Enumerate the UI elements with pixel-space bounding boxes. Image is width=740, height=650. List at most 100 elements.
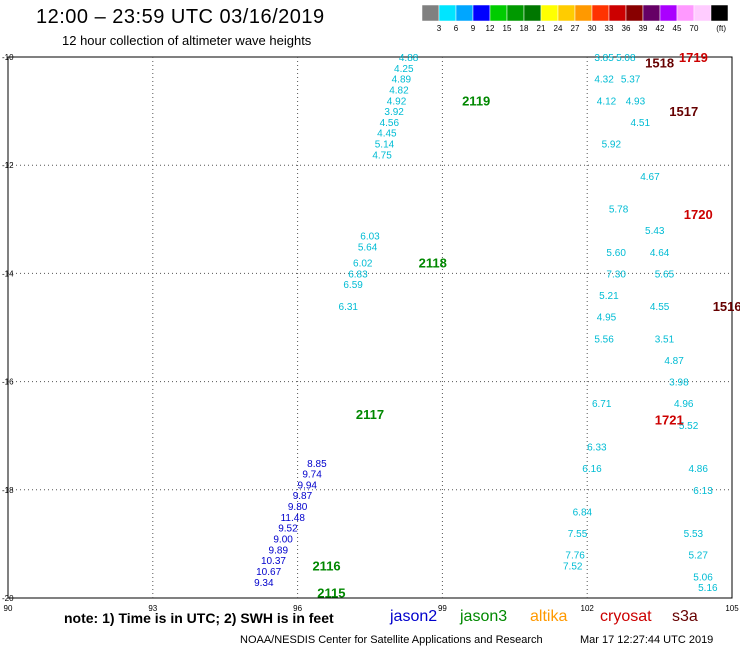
wave-height-value: 6.84 [573,507,593,518]
wave-height-value: 4.64 [650,248,670,259]
wave-height-value: 4.88 [399,53,419,64]
scale-swatch [455,4,474,22]
scale-tick-label: 24 [554,24,563,33]
x-tick-label: 96 [293,604,302,613]
wave-height-value: 4.32 [594,75,614,86]
wave-height-value: 7.76 [565,551,585,562]
wave-height-value: 6.71 [592,399,612,410]
plot-frame [7,56,733,599]
wave-height-value: 5.56 [594,334,614,345]
wave-height-value: 5.06 [693,572,713,583]
scale-tick-label: 33 [605,24,614,33]
wave-height-value: 5.60 [606,248,626,259]
sat-label-altika: altika [530,608,568,625]
wave-height-value: 9.87 [293,491,313,502]
pass-number-label: 1720 [684,207,713,222]
x-tick-label: 90 [4,604,13,613]
wave-height-value: 9.80 [288,502,308,513]
wave-height-value: 3.51 [655,334,675,345]
pass-number-label: 2115 [317,586,345,601]
wave-height-value: 5.53 [684,529,704,540]
scale-swatch [574,4,593,22]
sat-label-jason3: jason3 [460,608,508,625]
wave-height-value: 3.92 [384,107,404,118]
timestamp: Mar 17 12:27:44 UTC 2019 [580,634,714,646]
scale-swatch [489,4,508,22]
wave-height-value: 5.16 [698,583,718,594]
wave-height-value: 4.75 [372,150,392,161]
wave-height-value: 9.52 [278,524,298,535]
wave-height-value: 5.65 [655,269,675,280]
wave-height-value: 6.03 [360,232,380,243]
pass-number-label: 1721 [655,412,684,427]
footnote: note: 1) Time is in UTC; 2) SWH is in fe… [64,610,334,626]
wave-height-value: 4.86 [688,464,708,475]
wave-height-value: 9.89 [269,545,289,556]
y-tick-label: -18 [2,486,14,495]
scale-swatch [557,4,576,22]
wave-height-value: 6.83 [348,269,368,280]
wave-height-value: 6.59 [343,280,363,291]
wave-height-value: 6.16 [582,464,602,475]
y-tick-label: -16 [2,378,14,387]
scale-swatch [506,4,525,22]
wave-height-value: 4.45 [377,129,397,140]
wave-height-value: 5.64 [358,242,378,253]
scale-swatch [540,4,559,22]
wave-height-value: 9.74 [302,470,322,481]
wave-height-value: 7.52 [563,562,583,573]
scale-swatch [591,4,610,22]
page-title: 12:00 – 23:59 UTC 03/16/2019 [36,6,325,28]
wave-height-value: 3.85 [594,53,614,64]
scale-tick-label: 21 [537,24,546,33]
wave-height-value: 5.27 [688,551,708,562]
scale-swatch [659,4,678,22]
x-tick-label: 99 [438,604,447,613]
scale-tick-label: 12 [486,24,495,33]
scale-swatch [625,4,644,22]
wave-height-value: 4.67 [640,172,660,183]
wave-height-value: 5.37 [621,75,641,86]
wave-height-value: 4.89 [392,75,412,86]
scale-tick-label: 42 [656,24,665,33]
scale-tick-label: 18 [520,24,529,33]
wave-height-value: 11.48 [281,513,306,524]
sat-label-jason2: jason2 [390,608,438,625]
wave-height-value: 4.87 [664,356,684,367]
wave-height-value: 4.92 [387,96,407,107]
wave-height-value: 5.92 [602,140,622,151]
wave-height-value: 5.14 [375,140,395,151]
y-tick-label: -12 [2,161,14,170]
wave-height-value: 5.08 [616,53,636,64]
x-tick-label: 105 [725,604,739,613]
page-subtitle: 12 hour collection of altimeter wave hei… [62,33,312,48]
sat-label-cryosat: cryosat [600,608,652,625]
credit: NOAA/NESDIS Center for Satellite Applica… [240,634,543,646]
wave-height-value: 4.56 [380,118,400,129]
scale-tick-label: 30 [588,24,597,33]
wave-height-value: 4.25 [394,64,414,75]
wave-height-value: 4.12 [597,96,617,107]
scale-tick-label: 6 [454,24,459,33]
y-tick-label: -14 [2,269,14,278]
scale-tick-label: 3 [437,24,442,33]
scale-swatch [642,4,661,22]
sat-label-s3a: s3a [672,608,698,625]
x-tick-label: 102 [581,604,595,613]
pass-number-label: 2119 [462,93,490,108]
wave-height-value: 9.34 [254,578,274,589]
scale-tick-label: 45 [673,24,682,33]
pass-number-label: 1516 [713,299,740,314]
wave-height-value: 4.55 [650,302,670,313]
pass-number-label: 1518 [645,55,674,70]
scale-swatch [421,4,440,22]
wave-height-value: 4.93 [626,96,646,107]
wave-height-value: 6.31 [339,302,359,313]
wave-height-value: 4.82 [389,85,409,96]
scale-tick-label: 70 [690,24,699,33]
scale-unit-label: (ft) [716,24,726,33]
wave-height-value: 10.37 [261,556,286,567]
scale-swatch [710,4,729,22]
pass-number-label: 2117 [356,407,384,422]
wave-height-value: 5.78 [609,204,629,215]
